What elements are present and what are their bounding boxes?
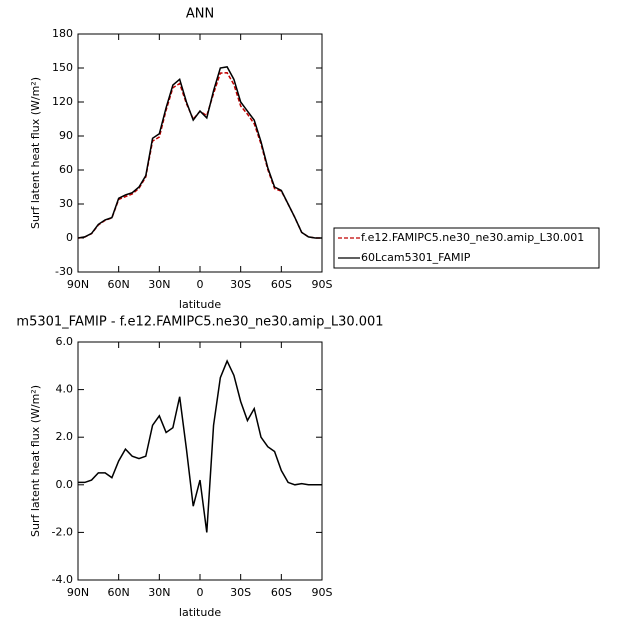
data-line: [78, 359, 322, 533]
y-tick-label: 2.0: [56, 430, 74, 443]
x-tick-label: 60S: [271, 586, 292, 599]
y-tick-label: 4.0: [56, 383, 74, 396]
chart-title: m5301_FAMIP - f.e12.FAMIPC5.ne30_ne30.am…: [16, 315, 383, 330]
y-axis-label: Surf latent heat flux (W/m²): [29, 77, 42, 229]
x-tick-label: 60N: [108, 586, 130, 599]
plot-frame: [77, 33, 323, 273]
x-tick-label: 60S: [271, 278, 292, 291]
legend-box: [333, 227, 600, 269]
x-tick-label: 60N: [108, 278, 130, 291]
y-tick-label: 90: [59, 129, 73, 142]
x-tick-label: 30S: [230, 586, 251, 599]
x-axis-label: latitude: [179, 606, 221, 619]
plot-frame: [77, 341, 323, 581]
y-tick-label: 60: [59, 163, 73, 176]
legend-label: f.e12.FAMIPC5.ne30_ne30.amip_L30.001: [361, 231, 584, 244]
y-tick-label: 6.0: [56, 335, 74, 348]
x-tick-label: 90N: [67, 586, 89, 599]
x-tick-label: 0: [197, 278, 204, 291]
x-axis-label: latitude: [179, 298, 221, 311]
x-tick-label: 90N: [67, 278, 89, 291]
data-line: [77, 66, 322, 239]
y-tick-label: 0: [66, 231, 73, 244]
y-tick-label: -30: [55, 265, 73, 278]
y-tick-label: 150: [52, 61, 73, 74]
y-axis-label: Surf latent heat flux (W/m²): [29, 385, 42, 537]
x-tick-label: 90S: [312, 586, 333, 599]
legend-label: 60Lcam5301_FAMIP: [361, 251, 471, 264]
x-tick-label: 30S: [230, 278, 251, 291]
x-tick-label: 30N: [148, 586, 170, 599]
x-tick-label: 30N: [148, 278, 170, 291]
y-tick-label: 180: [52, 27, 73, 40]
y-tick-label: 30: [59, 197, 73, 210]
y-tick-label: 0.0: [56, 478, 74, 491]
x-tick-label: 90S: [312, 278, 333, 291]
x-tick-label: 0: [197, 586, 204, 599]
y-tick-label: -4.0: [52, 573, 73, 586]
data-line: [77, 71, 322, 239]
y-tick-label: 120: [52, 95, 73, 108]
y-tick-label: -2.0: [52, 525, 73, 538]
chart-title: ANN: [186, 7, 214, 22]
